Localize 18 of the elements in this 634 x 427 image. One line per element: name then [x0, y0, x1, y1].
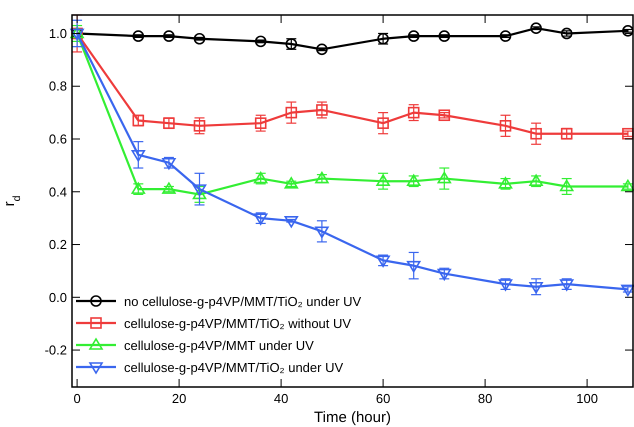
x-tick-label: 60: [376, 391, 390, 406]
y-tick-label: 0.8: [48, 78, 67, 94]
legend-label: cellulose-g-p4VP/MMT/TiO₂ without UV: [124, 316, 352, 331]
x-tick-label: 0: [73, 391, 81, 406]
legend-label: no cellulose-g-p4VP/MMT/TiO₂ under UV: [124, 294, 362, 309]
x-tick-label: 80: [478, 391, 492, 406]
x-tick-label: 20: [172, 391, 186, 406]
x-axis-title: Time (hour): [314, 409, 391, 426]
y-tick-label: 0.6: [48, 132, 67, 146]
y-tick-label: 0.4: [48, 184, 67, 200]
x-tick-label: 40: [274, 391, 288, 406]
legend-label: cellulose-g-p4VP/MMT under UV: [124, 338, 314, 353]
y-tick-label: -0.2: [44, 342, 67, 358]
legend-label: cellulose-g-p4VP/MMT/TiO₂ under UV: [124, 360, 344, 375]
y-tick-label: 0.2: [48, 237, 67, 252]
x-tick-label: 100: [576, 391, 598, 406]
y-tick-label: 1.0: [48, 26, 67, 41]
y-tick-label: 0.0: [48, 290, 67, 305]
